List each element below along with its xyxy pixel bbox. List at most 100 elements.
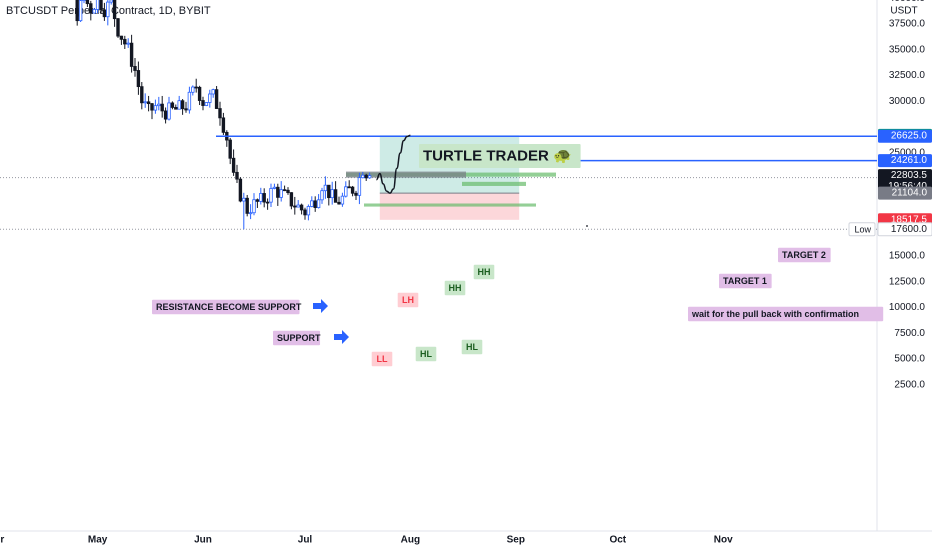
time-tick-label: Jul bbox=[298, 535, 313, 546]
swing-label-hl: HL bbox=[420, 349, 432, 359]
candle bbox=[157, 96, 161, 111]
candle-body bbox=[201, 100, 205, 106]
price-tick-label: 30000.0 bbox=[889, 96, 926, 107]
candle bbox=[119, 35, 124, 45]
resistance-support-label: RESISTANCE BECOME SUPPORT bbox=[156, 302, 302, 312]
price-tag-name: Low bbox=[854, 224, 871, 234]
candle-body bbox=[211, 89, 215, 95]
candle bbox=[102, 2, 107, 21]
price-tick-label: 32500.0 bbox=[889, 70, 926, 81]
candle-body bbox=[146, 101, 151, 105]
swing-label-hl: HL bbox=[466, 342, 478, 352]
price-tick-label: 5000.0 bbox=[894, 354, 925, 365]
candle bbox=[89, 0, 93, 21]
candle bbox=[364, 173, 368, 181]
target2-label-bg bbox=[778, 247, 831, 263]
candle-body bbox=[180, 100, 185, 110]
candle-body bbox=[184, 108, 188, 111]
candle bbox=[279, 181, 283, 202]
candle bbox=[316, 194, 321, 209]
price-tag bbox=[878, 154, 932, 168]
candle-body bbox=[177, 100, 181, 110]
candle bbox=[153, 99, 158, 114]
price-tick-label: 2500.0 bbox=[894, 379, 925, 390]
candle-body bbox=[140, 86, 144, 104]
candle bbox=[248, 204, 253, 220]
time-tick-label: Oct bbox=[609, 535, 626, 546]
candle bbox=[228, 137, 232, 165]
candle bbox=[286, 187, 290, 195]
support-zone bbox=[364, 203, 536, 207]
candle bbox=[354, 190, 358, 200]
note-label: wait for the pull back with confirmation bbox=[691, 309, 859, 319]
candle-body bbox=[269, 188, 273, 203]
time-axis[interactable]: Apr May Jun Jul Aug Sep Oct Nov bbox=[0, 535, 733, 546]
price-tag-name-bg bbox=[848, 222, 876, 237]
candle bbox=[313, 196, 317, 212]
candle-body bbox=[361, 174, 365, 179]
candle-body bbox=[337, 201, 341, 205]
candle-body bbox=[78, 0, 83, 22]
candle bbox=[225, 130, 229, 147]
candle bbox=[238, 177, 243, 203]
candle-body bbox=[279, 189, 283, 198]
swing-label-hh-bg bbox=[444, 280, 466, 296]
candle-body bbox=[129, 42, 134, 67]
candle bbox=[184, 101, 188, 113]
candle-body bbox=[82, 0, 86, 1]
candle bbox=[116, 18, 120, 38]
candle-body bbox=[320, 190, 324, 201]
candle bbox=[167, 96, 171, 121]
candle bbox=[344, 181, 348, 198]
candle-body bbox=[289, 192, 294, 207]
candle bbox=[211, 88, 215, 98]
price-tag-value: 17600.0 bbox=[891, 224, 928, 235]
candle bbox=[146, 95, 151, 112]
candle-body bbox=[153, 105, 158, 111]
candle bbox=[129, 34, 134, 73]
candle bbox=[136, 61, 141, 95]
candle bbox=[262, 188, 266, 208]
candle-body bbox=[143, 101, 147, 104]
candle-body bbox=[204, 102, 209, 106]
candle bbox=[197, 85, 202, 106]
candle bbox=[170, 101, 175, 110]
candle bbox=[265, 198, 270, 210]
candle bbox=[140, 82, 144, 110]
price-tag-value: 24261.0 bbox=[891, 155, 928, 166]
price-tag bbox=[878, 129, 932, 143]
candle-body bbox=[364, 174, 368, 179]
candle bbox=[75, 0, 79, 26]
candle-body bbox=[242, 197, 246, 202]
price-tick-label: 15000.0 bbox=[889, 251, 926, 262]
candle-body bbox=[112, 0, 117, 20]
candle bbox=[150, 102, 154, 120]
candle-body bbox=[106, 1, 110, 18]
swing-label-lh: LH bbox=[402, 295, 414, 305]
candle bbox=[367, 172, 372, 179]
candle bbox=[323, 176, 328, 199]
price-tick-label: 25000.0 bbox=[889, 147, 926, 158]
candle-body bbox=[357, 177, 362, 196]
candle-body bbox=[327, 184, 331, 199]
target2-label: TARGET 2 bbox=[782, 250, 826, 260]
candle-body bbox=[333, 189, 338, 203]
candle-body bbox=[293, 205, 297, 208]
price-tag-value: 22803.5 bbox=[891, 170, 928, 181]
price-tick-label: 12500.0 bbox=[889, 276, 926, 287]
price-tick-label: 35000.0 bbox=[889, 44, 926, 55]
candle-body bbox=[194, 86, 198, 89]
price-axis[interactable]: USDT45000.042500.040000.037500.035000.03… bbox=[843, 0, 932, 390]
price-tick-label: 7500.0 bbox=[894, 328, 925, 339]
candle bbox=[330, 181, 334, 205]
swing-label-hl-bg bbox=[415, 346, 437, 362]
resistance-support-label-bg bbox=[152, 299, 300, 315]
candle-body bbox=[323, 184, 328, 192]
candle-body bbox=[92, 9, 96, 14]
candle bbox=[204, 102, 209, 107]
candle-body bbox=[306, 206, 311, 216]
entry-zone bbox=[462, 181, 526, 186]
candle-body bbox=[330, 189, 334, 199]
candle-body bbox=[99, 0, 103, 11]
